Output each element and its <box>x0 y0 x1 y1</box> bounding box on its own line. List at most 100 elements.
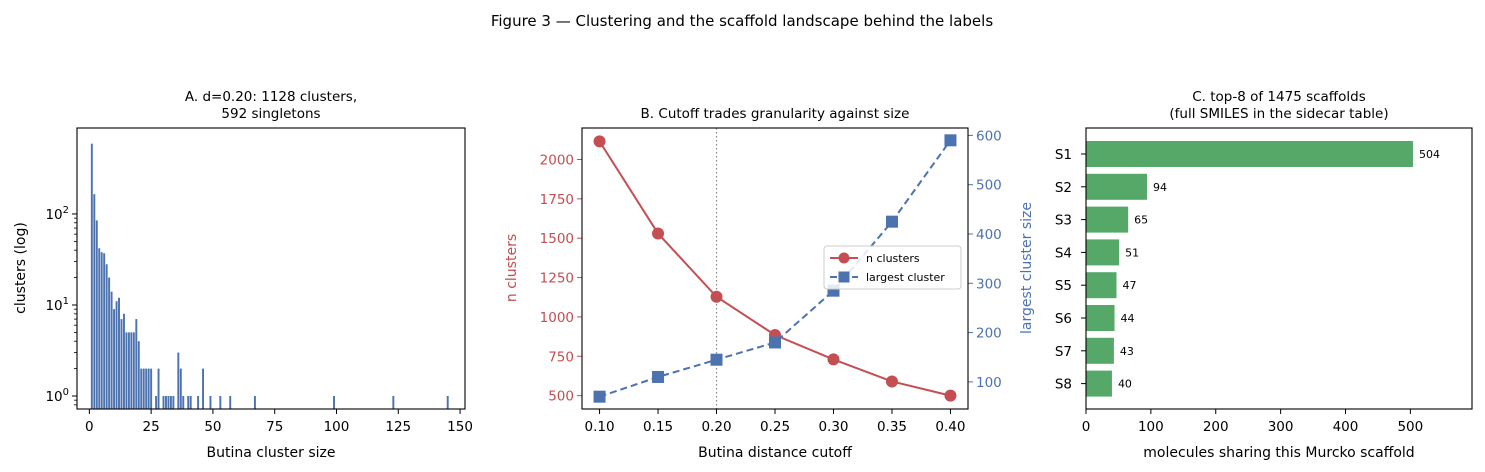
x-tick-label: 0.40 <box>935 419 965 435</box>
histogram-bar <box>333 396 335 409</box>
n-clusters-point <box>710 290 723 303</box>
histogram-bar <box>113 309 116 409</box>
histogram-bar <box>253 396 256 409</box>
x-tick-label: 25 <box>143 419 160 435</box>
x-tick-label: 50 <box>204 419 221 435</box>
histogram-bar <box>122 313 125 409</box>
x-tick-label: 0 <box>85 419 94 435</box>
largest-cluster-point <box>769 336 781 349</box>
x-tick-label: 0.35 <box>877 419 907 435</box>
histogram-bar <box>120 319 123 409</box>
n-clusters-point <box>827 353 840 366</box>
scaffold-value-label: 44 <box>1121 312 1135 325</box>
y-left-tick-label: 750 <box>548 349 574 365</box>
x-tick-label: 125 <box>385 419 411 435</box>
scaffold-bar <box>1086 206 1129 233</box>
y-tick-label: S6 <box>1055 311 1072 327</box>
largest-cluster-point <box>652 370 665 383</box>
panel-a-frame <box>76 127 466 410</box>
y-right-tick-label: 500 <box>976 178 1002 194</box>
x-tick-label: 0 <box>1082 419 1091 435</box>
panel-a-bars <box>90 143 449 410</box>
panel-c-frame <box>1085 127 1473 410</box>
histogram-bar <box>229 396 232 409</box>
y-left-tick-label: 500 <box>548 389 574 405</box>
histogram-bar <box>446 396 449 409</box>
n-clusters-point <box>593 135 606 148</box>
x-tick-label: 0.25 <box>760 419 790 435</box>
x-tick-label: 100 <box>324 419 350 435</box>
scaffold-bar <box>1086 239 1120 266</box>
histogram-bar <box>157 368 160 409</box>
histogram-bar <box>197 396 200 409</box>
histogram-bar <box>137 341 140 409</box>
histogram-bar <box>98 248 101 409</box>
histogram-bar <box>145 368 148 409</box>
histogram-bar <box>110 291 113 409</box>
panel-a-title-line1: A. d=0.20: 1128 clusters, <box>185 89 357 105</box>
y-tick-label: S3 <box>1055 213 1072 229</box>
scaffold-value-label: 65 <box>1134 214 1148 227</box>
panel-c-title-line1: C. top-8 of 1475 scaffolds <box>1192 89 1365 105</box>
y-left-tick-label: 2000 <box>540 152 574 168</box>
histogram-bar <box>147 368 150 409</box>
y-tick-label: 100 <box>45 387 69 405</box>
histogram-bar <box>135 319 138 409</box>
scaffold-bar <box>1086 141 1413 167</box>
histogram-bar <box>209 396 212 409</box>
x-tick-label: 150 <box>447 419 473 435</box>
histogram-bar <box>90 143 93 410</box>
scaffold-value-label: 51 <box>1125 246 1139 259</box>
scaffold-bar <box>1086 272 1117 299</box>
histogram-bar <box>105 264 108 409</box>
largest-cluster-point <box>944 134 957 147</box>
y-tick-label: S2 <box>1055 180 1072 196</box>
n-clusters-point <box>652 227 665 240</box>
x-tick-label: 200 <box>1203 419 1229 435</box>
x-tick-label: 0.20 <box>701 419 731 435</box>
panel-b-ylabel-left: n clusters <box>504 234 520 302</box>
scaffold-bar <box>1086 337 1114 364</box>
histogram-bar <box>100 252 103 409</box>
histogram-bar <box>182 396 185 409</box>
x-tick-label: 100 <box>1138 419 1164 435</box>
panel-a-title-line2: 592 singletons <box>221 106 320 122</box>
histogram-bar <box>142 368 145 409</box>
scaffold-bar <box>1086 173 1147 200</box>
y-tick-label: S4 <box>1055 245 1072 261</box>
n-clusters-point <box>944 389 957 402</box>
histogram-bar <box>392 396 395 409</box>
panel-c-top-scaffolds: C. top-8 of 1475 scaffolds (full SMILES … <box>1055 89 1473 461</box>
panel-b-xlabel: Butina distance cutoff <box>698 445 852 461</box>
y-tick-label: S8 <box>1055 377 1072 393</box>
y-right-tick-label: 200 <box>976 326 1002 342</box>
scaffold-value-label: 504 <box>1419 148 1440 161</box>
histogram-bar <box>177 352 180 409</box>
panel-a-ylabel: clusters (log) <box>13 222 29 314</box>
scaffold-bar <box>1086 370 1112 397</box>
legend-label-n-clusters: n clusters <box>866 252 920 265</box>
panel-c-title-line2: (full SMILES in the sidecar table) <box>1169 106 1388 122</box>
y-tick-label: S7 <box>1055 344 1072 360</box>
panel-b-title: B. Cutoff trades granularity against siz… <box>641 106 910 122</box>
x-tick-label: 0.30 <box>818 419 848 435</box>
panel-b-cutoff-tradeoff: B. Cutoff trades granularity against siz… <box>504 106 1035 461</box>
y-right-tick-label: 300 <box>976 276 1002 292</box>
panel-b-ticks: 0.10 0.15 0.20 0.25 0.30 0.35 0.40 500 750 1000 12… <box>540 128 1002 435</box>
histogram-bar <box>219 396 222 409</box>
legend-label-largest-cluster: largest cluster <box>866 271 945 284</box>
y-left-tick-label: 1500 <box>540 231 574 247</box>
y-left-tick-label: 1750 <box>540 192 574 208</box>
histogram-bar <box>103 253 106 409</box>
panel-b-markers <box>593 134 957 403</box>
panel-b-frame <box>581 127 969 410</box>
histogram-bar <box>165 396 167 409</box>
y-left-tick-label: 1250 <box>540 271 574 287</box>
panel-c-bars: 504 94 65 51 47 44 43 40 <box>1086 141 1440 397</box>
panel-a-cluster-size-histogram: A. d=0.20: 1128 clusters, 592 singletons… <box>13 89 473 461</box>
largest-cluster-point <box>885 215 898 228</box>
legend-box <box>823 245 962 290</box>
y-right-tick-label: 600 <box>976 128 1002 144</box>
histogram-bar <box>108 277 111 409</box>
